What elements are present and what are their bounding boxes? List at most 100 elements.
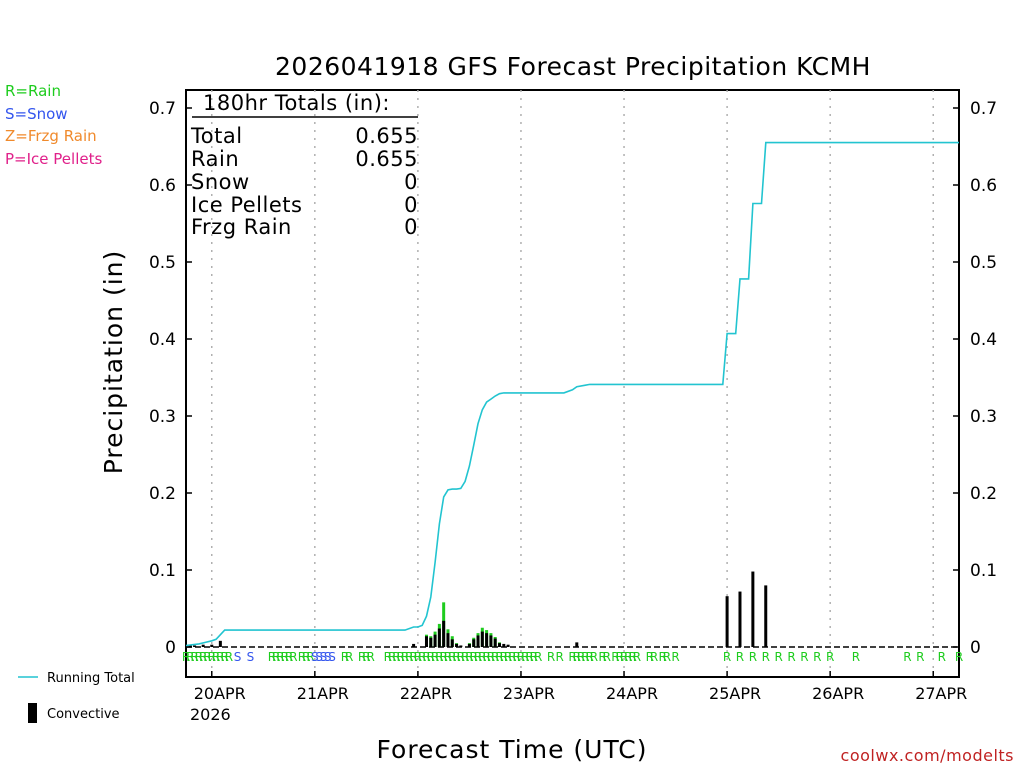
convective-bar xyxy=(575,642,579,647)
ptype-marker: R xyxy=(470,650,478,664)
ptype-marker: R xyxy=(723,650,731,664)
y-tick-label-left: 0.3 xyxy=(149,407,176,427)
ptype-marker: R xyxy=(285,650,293,664)
y-tick-label-right: 0.6 xyxy=(970,176,997,196)
ptype-marker: R xyxy=(508,650,516,664)
y-tick-label-left: 0.5 xyxy=(149,253,176,273)
ptype-marker: R xyxy=(826,650,834,664)
y-tick-label-right: 0.1 xyxy=(970,561,997,581)
y-tick-label-left: 0.7 xyxy=(149,99,176,119)
ptype-marker: R xyxy=(916,650,924,664)
ptype-marker: R xyxy=(521,650,529,664)
plot-frame xyxy=(185,89,960,678)
ptype-marker: S xyxy=(311,650,319,664)
ptype-marker: R xyxy=(774,650,782,664)
ptype-marker: R xyxy=(616,650,624,664)
y-axis-title: Precipitation (in) xyxy=(99,250,128,475)
y-tick-label-right: 0.3 xyxy=(970,407,997,427)
y-ticks-right: 0 0.1 0.2 0.3 0.4 0.5 0.6 0.7 xyxy=(953,99,997,658)
convective-bar xyxy=(472,639,476,647)
x-tick-label: 27APR xyxy=(915,684,967,703)
x-year-label: 2026 xyxy=(190,705,231,724)
ptype-marker: R xyxy=(186,650,194,664)
ptype-key: R=Rain S=Snow Z=Frzg Rain P=Ice Pellets xyxy=(5,82,102,168)
ptype-marker: R xyxy=(465,650,473,664)
x-tick-label: 20APR xyxy=(194,684,246,703)
y-tick-label-left: 0.1 xyxy=(149,561,176,581)
ptype-marker: R xyxy=(938,650,946,664)
ptype-marker: R xyxy=(568,650,576,664)
ptype-marker: R xyxy=(534,650,542,664)
totals-value-ice-pellets: 0 xyxy=(404,193,418,217)
ptype-marker: R xyxy=(813,650,821,664)
ptype-marker: R xyxy=(482,650,490,664)
convective-bar xyxy=(455,643,459,647)
x-tick-label: 21APR xyxy=(297,684,349,703)
ptype-marker: R xyxy=(598,650,606,664)
legend-convective-label: Convective xyxy=(47,707,120,722)
ptype-marker: R xyxy=(195,650,203,664)
ptype-marker: R xyxy=(225,650,233,664)
ptype-marker: R xyxy=(517,650,525,664)
y-tick-label-left: 0.4 xyxy=(149,330,176,350)
convective-bar xyxy=(437,628,441,647)
ptype-marker: R xyxy=(495,650,503,664)
ptype-marker: R xyxy=(736,650,744,664)
ptype-marker: R xyxy=(628,650,636,664)
ptype-marker: R xyxy=(611,650,619,664)
ptype-marker: R xyxy=(435,650,443,664)
convective-bar xyxy=(738,591,742,647)
day-gridlines xyxy=(211,90,934,677)
ptype-marker: R xyxy=(457,650,465,664)
key-frzg-rain: Z=Frzg Rain xyxy=(5,127,97,145)
ptype-marker: R xyxy=(590,650,598,664)
ptype-marker: R xyxy=(955,650,963,664)
x-tick-label: 22APR xyxy=(400,684,452,703)
ptype-marker: R xyxy=(633,650,641,664)
ptype-marker: R xyxy=(276,650,284,664)
key-ice-pellets: P=Ice Pellets xyxy=(5,150,102,168)
ptype-marker: R xyxy=(852,650,860,664)
y-tick-label-left: 0.6 xyxy=(149,176,176,196)
convective-bar xyxy=(489,635,493,647)
ptype-marker: R xyxy=(281,650,289,664)
ptype-marker: R xyxy=(903,650,911,664)
ptype-marker: R xyxy=(358,650,366,664)
ptype-marker: R xyxy=(586,650,594,664)
convective-bar xyxy=(193,645,197,647)
totals-label-ice-pellets: Ice Pellets xyxy=(191,193,302,217)
ptype-marker: R xyxy=(366,650,374,664)
ptype-marker: S xyxy=(234,650,242,664)
ptype-marker: R xyxy=(478,650,486,664)
y-tick-label-right: 0 xyxy=(970,638,981,658)
ptype-marker: R xyxy=(203,650,211,664)
ptype-marker: R xyxy=(624,650,632,664)
ptype-marker: R xyxy=(345,650,353,664)
ptype-marker: R xyxy=(272,650,280,664)
ptype-marker: R xyxy=(530,650,538,664)
ptype-marker: R xyxy=(306,650,314,664)
ptype-marker: R xyxy=(427,650,435,664)
convective-bar xyxy=(201,644,205,647)
totals-value-rain: 0.655 xyxy=(355,147,418,171)
ptype-marker: R xyxy=(216,650,224,664)
convective-bar xyxy=(467,643,471,647)
ptype-marker: S xyxy=(324,650,332,664)
ptype-marker: R xyxy=(800,650,808,664)
ptype-marker: R xyxy=(646,650,654,664)
convective-bar xyxy=(424,636,428,647)
ptype-marker: R xyxy=(749,650,757,664)
ptype-marker: R xyxy=(487,650,495,664)
ptype-marker: R xyxy=(504,650,512,664)
ptype-marker: R xyxy=(581,650,589,664)
credit-text: coolwx.com/modelts xyxy=(841,746,1014,765)
convective-bar xyxy=(480,631,484,647)
convective-bar xyxy=(442,620,446,647)
convective-bar xyxy=(450,639,454,647)
ptype-marker: R xyxy=(491,650,499,664)
ptype-marker: R xyxy=(787,650,795,664)
chart-title: 2026041918 GFS Forecast Precipitation KC… xyxy=(275,52,871,81)
ptype-marker: R xyxy=(650,650,658,664)
key-rain: R=Rain xyxy=(5,82,61,100)
